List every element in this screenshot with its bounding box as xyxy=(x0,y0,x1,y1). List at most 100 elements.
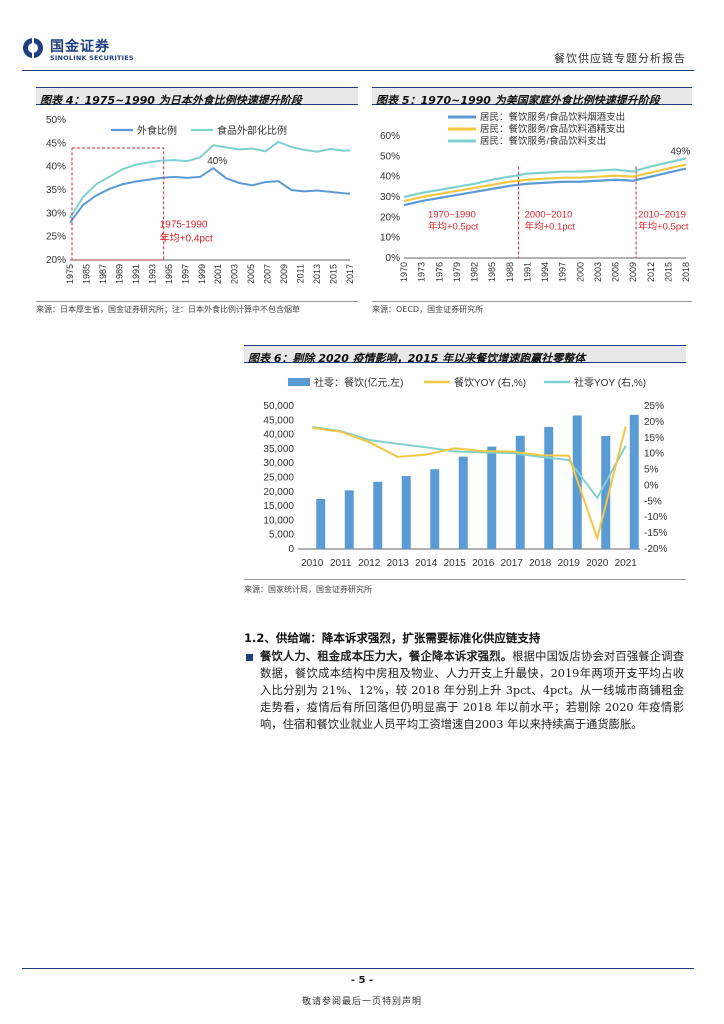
fig5-annotation-period: 2000~2010 xyxy=(525,209,573,220)
fig6-ytick-label: 10,000 xyxy=(263,515,294,526)
fig5-xtick-label: 1985 xyxy=(487,262,497,282)
fig4-xtick-label: 2009 xyxy=(279,264,289,284)
fig6-legend-label: 餐饮YOY (右,%) xyxy=(454,376,526,389)
fig4-title: 图表 4：1975~1990 为日本外食比例快速提升阶段 xyxy=(40,94,302,107)
fig5-xtick-label: 1982 xyxy=(470,262,480,282)
fig4-xtick-label: 2015 xyxy=(329,264,339,284)
fig4-ytick-label: 20% xyxy=(46,255,66,266)
fig5-annotation-rate: 年均+0.5pct xyxy=(638,220,689,232)
fig6-legend-swatch xyxy=(288,378,310,386)
footer-disclaimer: 敬请参阅最后一页特别声明 xyxy=(301,997,422,1007)
company-logo-icon xyxy=(23,38,43,58)
fig5-xtick-label: 2018 xyxy=(681,262,691,282)
fig5-title: 图表 5：1970~1990 为美国家庭外食比例快速提升阶段 xyxy=(376,94,660,107)
fig6-title: 图表 6：剔除 2020 疫情影响，2015 年以来餐饮增速跑赢社零整体 xyxy=(248,352,586,365)
page-number: - 5 - xyxy=(350,975,374,986)
fig5-chart: 0% 10% 20% 30% 40% 50% 60% 1970 1973 1976 1979 1982… xyxy=(372,108,692,300)
fig6-xtick-label: 2010 xyxy=(301,558,324,569)
fig4-ytick-label: 25% xyxy=(46,232,66,243)
fig6-ytick-label: 35,000 xyxy=(263,444,294,455)
fig5-series-line xyxy=(403,163,687,203)
fig5-legend-label: 居民：餐饮服务/食品饮料酒精支出 xyxy=(480,123,625,135)
fig5-ytick-label: 0% xyxy=(386,253,401,264)
fig4-xtick-label: 1991 xyxy=(131,264,141,284)
fig4-chart: 20% 25% 30% 35% 40% 45% 50% 1975 1985 1987 1989 199… xyxy=(36,108,358,300)
fig5-bottom-rule xyxy=(372,301,692,302)
fig5-legend-label: 居民：餐饮服务/食品饮料烟酒支出 xyxy=(480,111,625,123)
fig5-xtick-label: 1994 xyxy=(540,262,550,282)
fig4-xtick-label: 2001 xyxy=(213,264,223,284)
fig6-xtick-label: 2014 xyxy=(415,558,438,569)
fig6-bar xyxy=(401,476,411,549)
fig5-legend-label: 居民：餐饮服务/食品饮料支出 xyxy=(480,135,606,147)
fig6-xtick-label: 2013 xyxy=(387,558,410,569)
fig6-ytick-label: 50,000 xyxy=(263,401,294,412)
fig5-xtick-label: 1979 xyxy=(452,262,462,282)
fig6-ytick-label: 5,000 xyxy=(269,530,294,541)
fig5-series-line xyxy=(403,167,687,207)
fig6-y2tick-label: 0% xyxy=(644,480,659,491)
fig4-legend-label: 食品外部化比例 xyxy=(217,124,287,137)
fig6-xtick-label: 2011 xyxy=(330,558,352,569)
fig6-bar xyxy=(430,469,440,549)
fig6-y2tick-label: 20% xyxy=(644,417,664,428)
fig4-series-line xyxy=(69,166,351,224)
fig5-annotation-rate: 年均+0.1pct xyxy=(525,220,576,232)
fig4-xtick-label: 2013 xyxy=(312,264,322,284)
fig5-ytick-label: 60% xyxy=(380,131,400,142)
fig4-series-line xyxy=(69,140,351,219)
bullet-square-icon xyxy=(246,654,253,661)
fig4-peak-label: 40% xyxy=(207,156,227,167)
fig4-ytick-label: 50% xyxy=(46,115,66,126)
fig6-bar xyxy=(316,498,326,549)
fig4-title-bar: 图表 4：1975~1990 为日本外食比例快速提升阶段 xyxy=(36,87,358,107)
fig6-xtick-label: 2016 xyxy=(472,558,495,569)
fig4-annotation-period: 1975-1990 xyxy=(160,219,208,230)
fig6-y2tick-label: -20% xyxy=(644,544,667,555)
fig4-xtick-label: 2003 xyxy=(230,264,240,284)
fig6-legend-label: 社零YOY (右,%) xyxy=(574,376,646,389)
fig6-xtick-label: 2017 xyxy=(501,558,524,569)
fig6-xtick-label: 2018 xyxy=(529,558,552,569)
fig5-source: 来源：OECD，国金证券研究所 xyxy=(372,305,484,314)
fig6-bottom-rule xyxy=(244,579,686,580)
fig4-xtick-label: 2017 xyxy=(345,264,355,284)
fig5-xtick-label: 1991 xyxy=(522,262,532,282)
fig5-xtick-label: 2006 xyxy=(611,262,621,282)
fig4-highlight-box xyxy=(71,147,165,261)
fig4-legend-label: 外食比例 xyxy=(137,124,177,137)
fig5-xtick-label: 2015 xyxy=(663,262,673,282)
fig6-y2tick-label: -10% xyxy=(644,512,667,523)
fig6-xtick-label: 2021 xyxy=(615,558,638,569)
brand-name-en: SINOLINK SECURITIES xyxy=(50,54,134,62)
fig6-ytick-label: 45,000 xyxy=(263,415,294,426)
fig6-bar xyxy=(487,446,497,549)
fig4-ytick-label: 35% xyxy=(46,185,66,196)
fig5-xtick-label: 2003 xyxy=(593,262,603,282)
fig6-series-line xyxy=(312,426,627,542)
fig6-xtick-label: 2015 xyxy=(444,558,467,569)
fig4-xtick-label: 1989 xyxy=(114,264,124,284)
fig5-xtick-label: 2012 xyxy=(646,262,656,282)
fig5-title-bar: 图表 5：1970~1990 为美国家庭外食比例快速提升阶段 xyxy=(372,87,692,107)
fig6-ytick-label: 40,000 xyxy=(263,430,294,441)
paragraph-body: 根据中国饭店协会对百强餐企调查数据，餐饮成本结构中房租及物业、人力开支上升最快，… xyxy=(260,650,684,731)
fig4-xtick-label: 1987 xyxy=(98,264,108,284)
fig5-annotation-period: 1970~1990 xyxy=(428,209,476,220)
fig6-chart: 0 5,000 10,000 15,000 20,000 25,000 30,000 35,0… xyxy=(244,366,686,578)
fig6-bar xyxy=(544,426,554,549)
fig4-xtick-label: 1975 xyxy=(65,264,75,284)
fig4-xtick-label: 1995 xyxy=(164,264,174,284)
header-rule xyxy=(22,70,694,71)
fig6-y2tick-label: -5% xyxy=(644,496,662,507)
fig6-bar xyxy=(344,490,354,549)
fig4-source: 来源：日本厚生省，国金证券研究所；注：日本外食比例计算中不包含烟草 xyxy=(36,305,300,314)
footer-rule xyxy=(22,968,694,969)
fig5-ytick-label: 50% xyxy=(380,151,400,162)
fig4-ytick-label: 30% xyxy=(46,208,66,219)
fig6-y2tick-label: 15% xyxy=(644,433,664,444)
fig6-bar xyxy=(515,435,525,549)
fig4-xtick-label: 1993 xyxy=(147,264,157,284)
fig4-xtick-label: 1997 xyxy=(180,264,190,284)
fig4-ytick-label: 45% xyxy=(46,138,66,149)
